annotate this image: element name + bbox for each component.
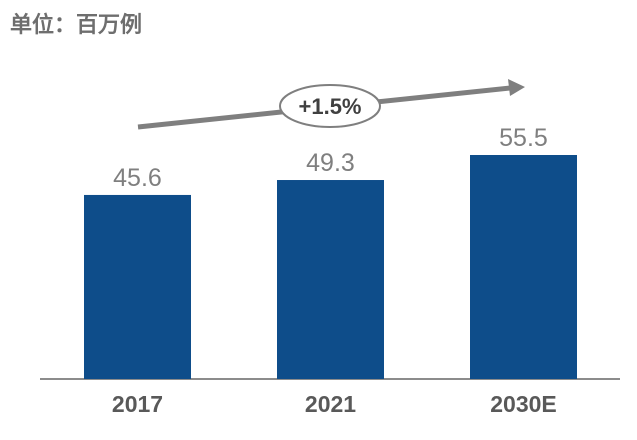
growth-annotation: +1.5% [137,79,525,130]
tick-labels-layer: 2017 2021 2030E [112,391,557,417]
value-label-2021: 49.3 [306,149,355,177]
value-label-2017: 45.6 [113,164,162,192]
bar-2030E [470,155,577,379]
unit-label: 单位：百万例 [10,12,142,38]
growth-rate-ellipse [279,84,381,128]
bar-2021 [277,180,384,379]
growth-rate-label: +1.5% [299,94,362,119]
x-tick-label-2021: 2021 [305,391,356,417]
x-tick-label-2017: 2017 [112,391,163,417]
trend-arrow-head [508,79,525,96]
bars-layer [84,155,577,379]
bar-2017 [84,194,191,379]
value-label-2030E: 55.5 [499,124,548,152]
value-labels-layer: 45.6 49.3 55.5 [113,124,548,192]
x-tick-label-2030E: 2030E [490,391,557,417]
